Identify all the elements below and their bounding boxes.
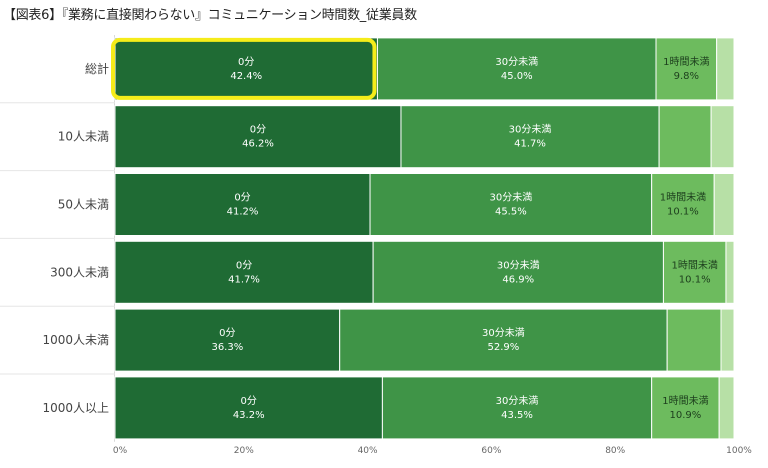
data-label-series: 30分未満: [482, 327, 525, 339]
category-label: 1000人未満: [42, 333, 109, 347]
category-label: 総計: [85, 61, 109, 76]
x-tick-label: 20%: [234, 446, 254, 456]
bar-segment: [720, 308, 735, 372]
data-label-value: 46.2%: [242, 139, 274, 150]
bar-segment: [114, 37, 378, 101]
bar-segment: [114, 105, 402, 169]
category-label: 300人未満: [50, 265, 109, 279]
data-label-value: 10.9%: [670, 410, 702, 421]
bar-segment: [713, 173, 735, 236]
data-label-series: 30分未満: [509, 124, 552, 136]
bar-segment: [114, 173, 371, 236]
data-label-value: 9.8%: [674, 71, 699, 82]
bar-segment: [651, 376, 720, 440]
data-label-series: 1時間未満: [662, 395, 708, 407]
data-label-value: 10.1%: [679, 274, 711, 285]
x-tick-label: 0%: [113, 446, 128, 456]
data-label-value: 46.9%: [502, 274, 534, 285]
data-label-value: 45.5%: [495, 207, 527, 218]
bar-segment: [658, 105, 712, 169]
bar-segment: [339, 308, 668, 372]
data-label-series: 0分: [238, 56, 254, 68]
data-label-series: 1時間未満: [672, 259, 718, 271]
x-tick-label: 80%: [605, 446, 625, 456]
bar-segment: [114, 240, 374, 304]
bar-segment: [718, 376, 735, 440]
category-label: 50人未満: [58, 198, 109, 212]
bar-segment: [381, 376, 653, 440]
data-label-value: 41.7%: [228, 274, 260, 285]
bar-segment: [666, 308, 722, 372]
bar-segment: [114, 308, 341, 372]
bar-segment: [725, 240, 735, 304]
bar-segment: [662, 240, 727, 304]
data-label-value: 42.4%: [230, 71, 262, 82]
data-label-series: 0分: [241, 395, 257, 407]
data-label-value: 41.2%: [227, 207, 259, 218]
bar-segment: [400, 105, 660, 169]
data-label-value: 43.5%: [501, 410, 533, 421]
bar-segment: [114, 376, 383, 440]
bar-segment: [372, 240, 664, 304]
data-label-series: 1時間未満: [660, 192, 706, 204]
data-label-series: 30分未満: [496, 395, 539, 407]
data-label-value: 43.2%: [233, 410, 265, 421]
bar-segment: [716, 37, 735, 101]
data-label-value: 36.3%: [211, 342, 243, 353]
data-label-series: 30分未満: [497, 259, 540, 271]
x-tick-label: 60%: [481, 446, 501, 456]
data-label-series: 0分: [234, 192, 250, 204]
category-label: 10人未満: [58, 130, 109, 144]
data-label-value: 45.0%: [501, 71, 533, 82]
highlight-box: [111, 37, 377, 100]
data-label-series: 30分未満: [495, 56, 538, 68]
bar-segment: [651, 173, 715, 236]
bar-segment: [655, 37, 718, 101]
x-tick-label: 40%: [358, 446, 378, 456]
data-label-series: 0分: [250, 124, 266, 136]
data-label-value: 10.1%: [667, 207, 699, 218]
bar-segment: [369, 173, 653, 236]
chart-title: 【図表6】『業務に直接関わらない』コミュニケーション時間数_従業員数: [3, 8, 417, 23]
category-label: 1000人以上: [42, 401, 109, 415]
data-label-series: 1時間未満: [663, 56, 709, 68]
x-tick-label: 100%: [726, 446, 752, 456]
data-label-series: 0分: [236, 259, 252, 271]
data-label-value: 52.9%: [488, 342, 520, 353]
bar-segment: [376, 37, 657, 101]
data-label-series: 30分未満: [489, 192, 532, 204]
data-label-series: 0分: [219, 327, 235, 339]
data-label-value: 41.7%: [514, 139, 546, 150]
bar-segment: [710, 105, 735, 169]
